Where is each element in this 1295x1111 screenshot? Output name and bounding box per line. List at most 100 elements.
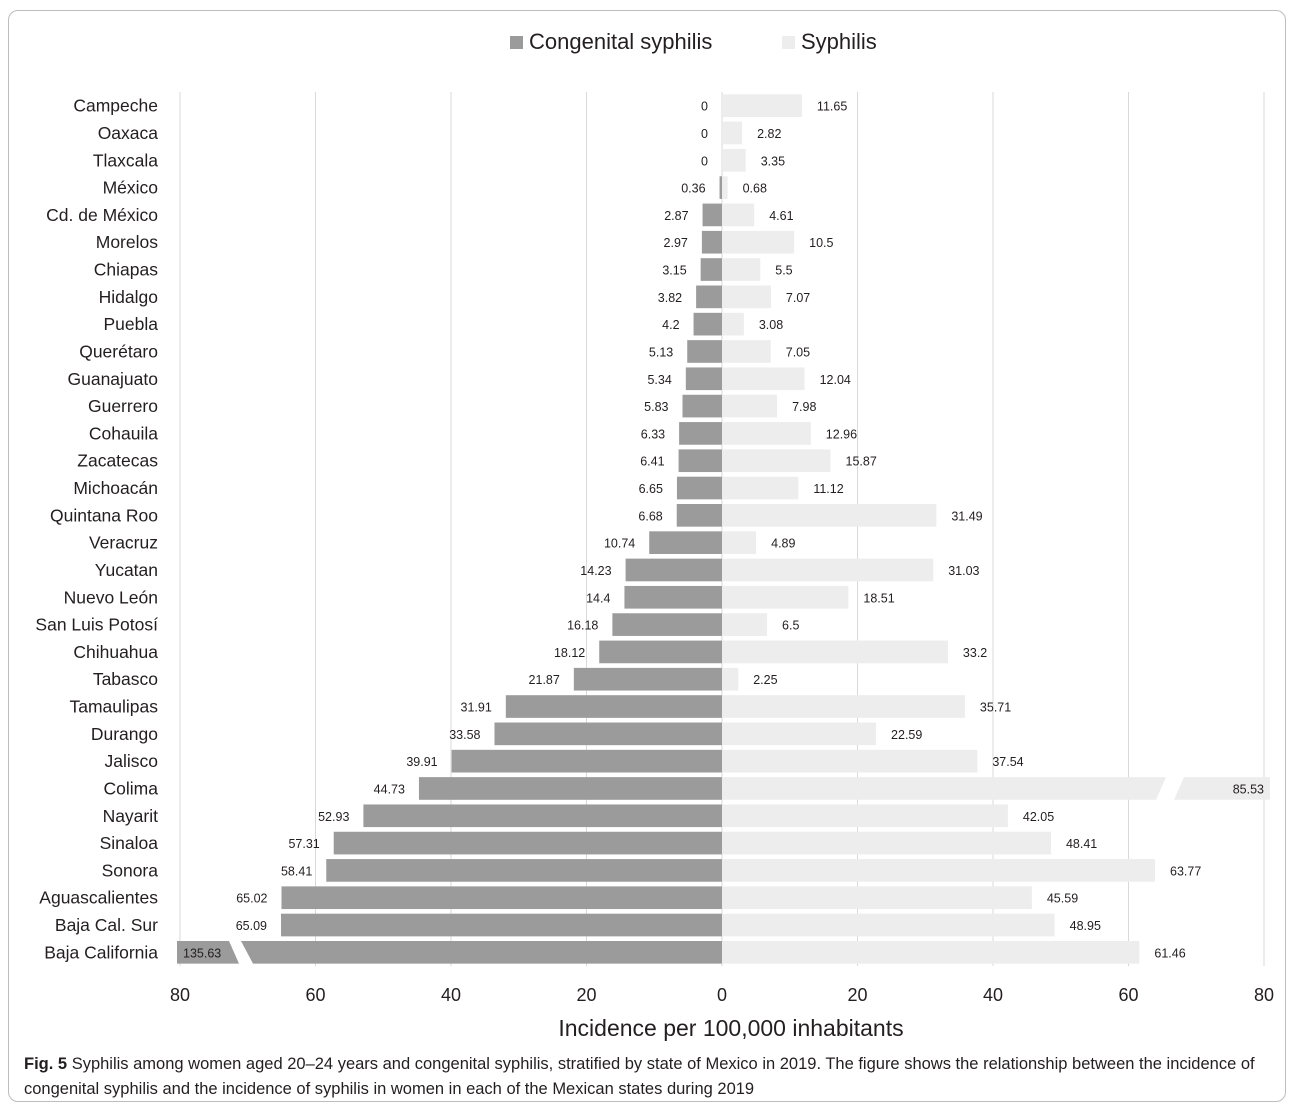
category-label: México (103, 178, 158, 198)
bar-congenital (687, 340, 722, 363)
value-label-syphilis: 31.03 (948, 564, 979, 578)
value-label-congenital: 2.87 (664, 209, 688, 223)
bar-congenital (241, 941, 722, 964)
bar-syphilis (723, 476, 799, 500)
category-label: Tabasco (93, 669, 158, 689)
value-label-syphilis: 7.05 (786, 345, 810, 359)
value-label-congenital: 31.91 (461, 701, 492, 715)
value-label-congenital: 14.23 (580, 564, 611, 578)
x-tick-label: 20 (847, 985, 867, 1005)
value-label-syphilis: 6.5 (782, 619, 799, 633)
bar-congenital (625, 558, 722, 582)
value-label-syphilis: 11.65 (817, 100, 847, 114)
value-label-syphilis: 3.35 (761, 154, 785, 168)
category-label: Nayarit (103, 806, 159, 826)
chart-legend: Congenital syphilis Syphilis (510, 29, 877, 54)
category-label: Veracruz (89, 533, 158, 553)
bar-syphilis (723, 394, 778, 418)
category-label: Quintana Roo (50, 505, 158, 525)
bar-syphilis (723, 613, 768, 636)
value-label-syphilis: 31.49 (951, 509, 982, 523)
category-label: Jalisco (105, 751, 159, 771)
bar-congenital (281, 886, 722, 910)
bar-congenital (649, 531, 722, 554)
category-label: Tamaulipas (69, 697, 158, 717)
category-label: Sinaloa (100, 833, 159, 853)
value-label-syphilis: 35.71 (980, 701, 1011, 715)
category-label: Cd. de México (46, 205, 158, 225)
x-tick-label: 60 (305, 985, 325, 1005)
value-label-syphilis: 18.51 (863, 591, 894, 605)
value-label-syphilis: 63.77 (1170, 864, 1201, 878)
value-label-syphilis: 10.5 (809, 236, 833, 250)
value-label-syphilis: 2.82 (757, 127, 781, 141)
value-label-syphilis: 0.68 (743, 182, 767, 196)
x-tick-label: 60 (1118, 985, 1138, 1005)
caption-figure-label: Fig. 5 (24, 1055, 68, 1073)
bar-congenital (612, 613, 722, 636)
value-label-congenital: 0.36 (681, 182, 705, 196)
bar-syphilis (723, 258, 761, 281)
value-label-congenital: 21.87 (529, 673, 560, 687)
value-label-congenital: 65.09 (236, 919, 267, 933)
bar-congenital (418, 777, 722, 800)
value-label-syphilis: 4.61 (769, 209, 793, 223)
bar-congenital (702, 203, 722, 227)
bar-congenital (177, 941, 239, 964)
value-label-syphilis: 48.95 (1070, 919, 1101, 933)
category-label: Baja Cal. Sur (55, 915, 158, 935)
bar-syphilis (723, 640, 948, 664)
diverging-bar-chart: Congenital syphilis Syphilis 0 11.65 0 2.82… (35, 29, 1274, 1041)
category-label: Tlaxcala (93, 150, 158, 170)
bar-congenital (599, 640, 722, 664)
figure-frame (8, 10, 1286, 1102)
bar-syphilis (723, 749, 978, 773)
value-label-congenital: 5.13 (649, 345, 673, 359)
category-label: Querétaro (79, 341, 158, 361)
bar-congenital (678, 449, 722, 473)
category-label: Guerrero (88, 396, 158, 416)
value-label-syphilis: 33.2 (963, 646, 987, 660)
category-label: Zacatecas (77, 451, 158, 471)
value-label-congenital: 135.63 (183, 946, 221, 960)
bar-syphilis (723, 422, 811, 445)
category-labels: Campeche Oaxaca Tlaxcala México Cd. de Méxic… (35, 96, 158, 963)
x-tick-label: 40 (983, 985, 1003, 1005)
value-label-congenital: 16.18 (567, 619, 598, 633)
x-axis-ticks: 80 60 40 20 0 20 40 60 80 (170, 985, 1274, 1005)
value-label-congenital: 3.15 (662, 264, 686, 278)
bar-syphilis (723, 121, 743, 145)
bar-syphilis (723, 148, 746, 172)
value-label-syphilis: 15.87 (846, 455, 877, 469)
bars: 0 11.65 0 2.82 0 3.35 0.36 0.68 2.87 4.61 2.97 10.5… (177, 94, 1270, 964)
value-label-congenital: 10.74 (604, 537, 635, 551)
category-label: Oaxaca (98, 123, 159, 143)
category-label: Chiapas (94, 260, 158, 280)
value-label-syphilis: 37.54 (992, 755, 1023, 769)
bar-syphilis (723, 230, 795, 254)
value-label-congenital: 65.02 (236, 892, 267, 906)
value-label-congenital: 44.73 (374, 782, 405, 796)
value-label-congenital: 33.58 (449, 728, 480, 742)
bar-syphilis (723, 449, 831, 473)
value-label-congenital: 6.41 (640, 455, 664, 469)
bar-congenital (719, 176, 722, 199)
value-label-congenital: 0 (701, 100, 708, 114)
bar-congenital (701, 230, 722, 254)
bar-syphilis (723, 941, 1140, 964)
category-label: Morelos (96, 232, 158, 252)
value-label-syphilis: 22.59 (891, 728, 922, 742)
value-label-congenital: 0 (701, 127, 708, 141)
bar-syphilis (723, 94, 802, 117)
value-label-congenital: 14.4 (586, 591, 610, 605)
bar-congenital (676, 504, 722, 527)
category-label: Campeche (73, 96, 158, 116)
category-label: Hidalgo (99, 287, 158, 307)
value-label-congenital: 18.12 (554, 646, 585, 660)
value-label-syphilis: 4.89 (771, 537, 795, 551)
value-label-congenital: 3.82 (658, 291, 682, 305)
category-label: Baja California (44, 942, 158, 962)
bar-syphilis (723, 859, 1156, 882)
bar-congenital (363, 804, 722, 828)
bar-congenital (281, 913, 722, 937)
